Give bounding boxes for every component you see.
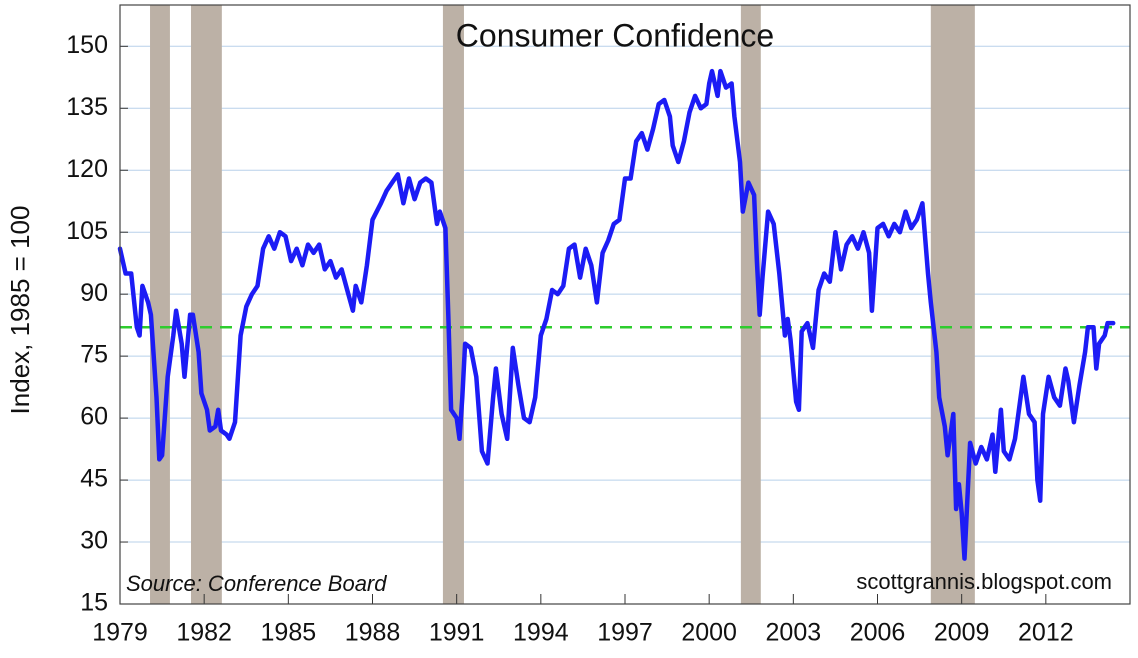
y-tick-label: 60 (80, 403, 108, 431)
x-tick-label: 1985 (261, 619, 317, 647)
x-tick-label: 1979 (92, 619, 148, 647)
y-tick-label: 120 (66, 155, 108, 183)
y-tick-label: 75 (80, 341, 108, 369)
recession-band (190, 5, 222, 604)
x-tick-label: 1997 (597, 619, 653, 647)
source-note: Source: Conference Board (126, 571, 387, 596)
y-tick-label: 45 (80, 465, 108, 493)
x-tick-label: 1991 (429, 619, 485, 647)
data-line (117, 68, 1116, 561)
x-tick-label: 1988 (345, 619, 401, 647)
x-tick-label: 2006 (850, 619, 906, 647)
plot-frame (119, 4, 1131, 605)
plot-area: 15 30 45 60 75 90 105 120 135 150 1979 1982 1985 1988… (66, 4, 1131, 647)
y-tick-label: 150 (66, 31, 108, 59)
recession-band (740, 5, 761, 604)
y-tick-label: 30 (80, 527, 108, 555)
x-tick-label: 2009 (934, 619, 990, 647)
x-tick-label: 2012 (1018, 619, 1074, 647)
y-axis-label: Index, 1985 = 100 (5, 206, 35, 415)
watermark: scottgrannis.blogspot.com (856, 569, 1112, 594)
recession-band (442, 5, 464, 604)
x-tick-label: 1994 (513, 619, 569, 647)
x-tick-label: 2003 (766, 619, 822, 647)
y-tick-label: 15 (80, 589, 108, 617)
y-tick-label: 135 (66, 93, 108, 121)
recession-band (150, 5, 170, 604)
chart-title: Consumer Confidence (456, 17, 774, 53)
x-tick-label: 1982 (176, 619, 232, 647)
y-tick-label: 90 (80, 279, 108, 307)
x-tick-label: 2000 (681, 619, 737, 647)
y-tick-label: 105 (66, 217, 108, 245)
